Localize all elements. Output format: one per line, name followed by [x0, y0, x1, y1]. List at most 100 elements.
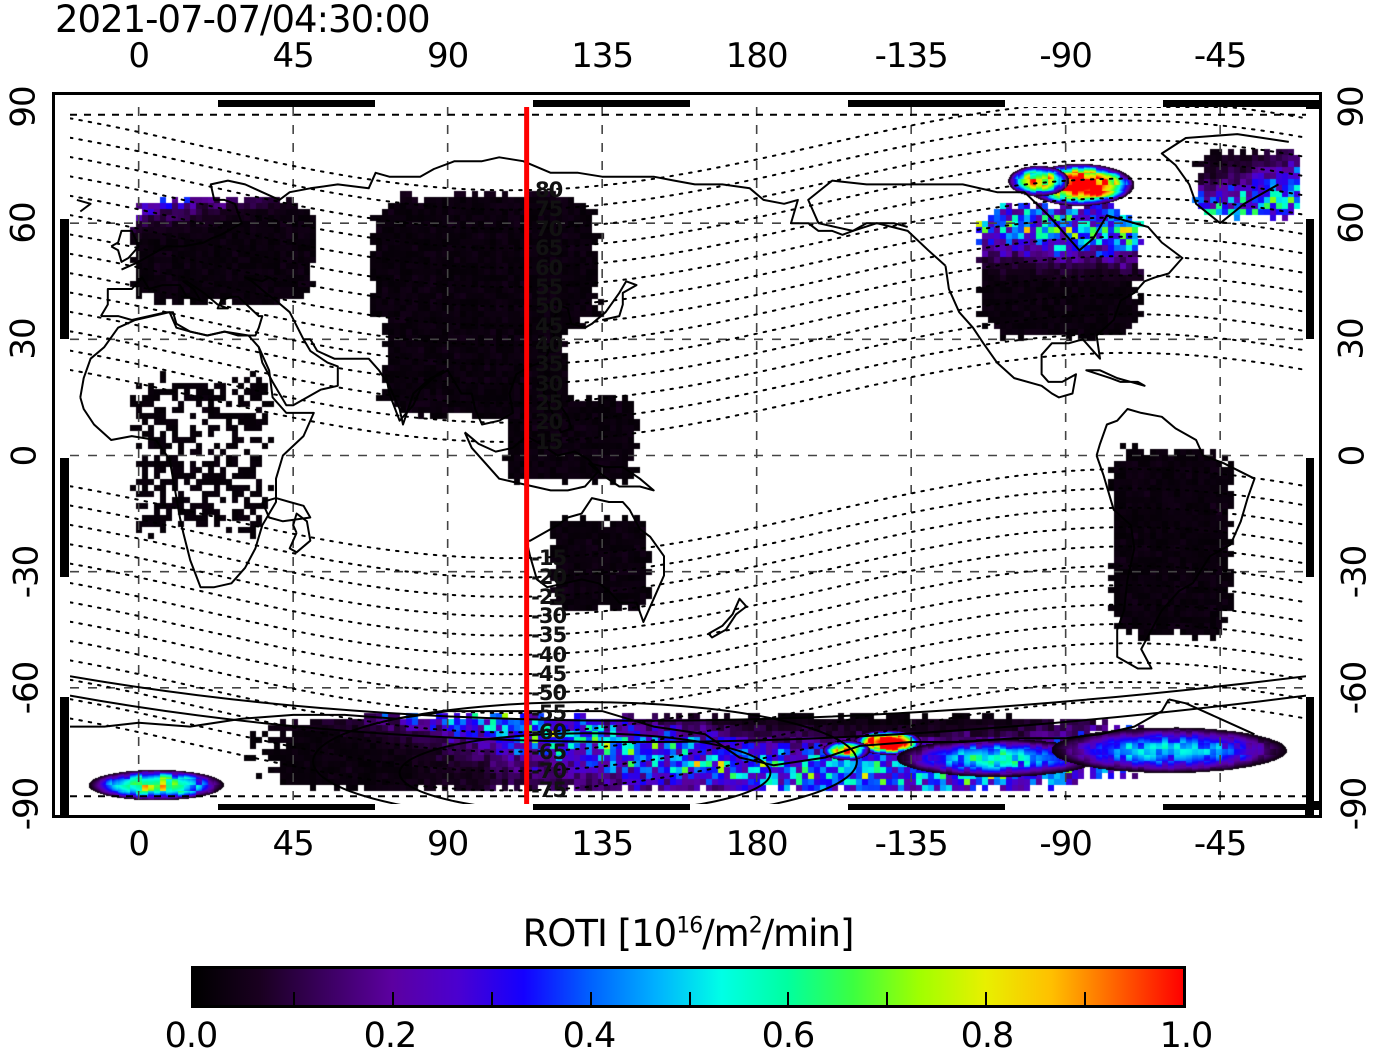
contour-label: -15	[531, 545, 567, 570]
geomagnetic-contour	[70, 119, 1306, 211]
contour-label: 30	[535, 371, 563, 396]
x-tick-label-top: 45	[272, 36, 315, 76]
y-tick-label-right: 90	[1328, 86, 1376, 128]
coastline	[384, 369, 445, 422]
x-tick-label-bot: -135	[874, 824, 949, 864]
map-frame-inner-band	[58, 98, 1316, 812]
geomagnetic-contour	[70, 313, 1306, 405]
y-tick-label-left: 0	[0, 436, 48, 476]
colorbar-tick-label: 0.6	[761, 1016, 816, 1056]
geomagnetic-contour	[70, 255, 1306, 347]
geomagnetic-contour	[70, 622, 1306, 714]
contour-label: 65	[535, 236, 563, 261]
geomagnetic-contour	[70, 274, 1306, 366]
frame-hatch-right	[1305, 458, 1314, 578]
frame-hatch-bottom	[847, 801, 1005, 810]
y-tick-label-right: -90	[1328, 778, 1376, 831]
frame-hatch-left	[60, 219, 69, 339]
geomagnetic-contour	[70, 197, 1306, 289]
y-tick-text: -60	[6, 661, 47, 715]
geomagnetic-contour	[70, 235, 1306, 327]
contour-label: 75	[535, 197, 563, 222]
contour-label: 25	[535, 391, 563, 416]
colorbar-tick-label: 0.8	[960, 1016, 1015, 1056]
colorbar-tick	[787, 992, 790, 1005]
contour-label: 55	[535, 274, 563, 299]
coastline	[244, 276, 638, 426]
frame-hatch-top	[532, 100, 690, 109]
contour-label: -60	[531, 720, 567, 745]
geomagnetic-contour	[70, 351, 1306, 443]
x-tick-label-top: 90	[427, 36, 469, 76]
geomagnetic-contour-polar	[312, 701, 858, 804]
x-tick-label-bot: -90	[1039, 824, 1093, 864]
colorbar-tick	[194, 992, 196, 1005]
coastline	[79, 311, 315, 589]
contour-label: 40	[535, 332, 563, 357]
roti-heatmap[interactable]	[70, 107, 1306, 804]
contour-label: 20	[535, 410, 563, 435]
geomagnetic-contour	[70, 603, 1306, 695]
colorbar-tick-label: 1.0	[1159, 1016, 1214, 1056]
frame-hatch-top	[1162, 100, 1320, 109]
geomagnetic-contour	[70, 216, 1306, 308]
x-tick-label-bot: -45	[1193, 824, 1248, 864]
x-tick-label-top: 0	[128, 36, 150, 76]
y-tick-text: -30	[6, 545, 47, 598]
x-tick-label-top: -45	[1193, 36, 1248, 76]
contour-label: 45	[535, 313, 563, 338]
y-tick-text: -90	[1334, 777, 1375, 831]
frame-hatch-right	[1305, 219, 1314, 339]
geomagnetic-contour	[70, 138, 1306, 231]
contour-label: -75	[531, 778, 567, 803]
y-tick-label-left: 30	[0, 319, 48, 360]
y-tick-text: 60	[1331, 202, 1372, 244]
colorbar-tick	[985, 992, 988, 1005]
coastline	[100, 276, 264, 337]
x-tick-label-top: 135	[571, 36, 634, 76]
colorbar-tick-label: 0.4	[562, 1016, 617, 1056]
colorbar-tick	[490, 992, 493, 1005]
y-tick-text: 90	[1331, 86, 1372, 128]
coastline	[1095, 408, 1256, 670]
y-tick-text: 30	[1331, 318, 1372, 360]
frame-hatch-bottom	[217, 801, 375, 810]
y-tick-label-left: -60	[0, 662, 48, 715]
y-tick-label-left: -30	[0, 545, 48, 598]
colorbar-title-prefix: ROTI [10	[522, 912, 678, 955]
map-overlay	[70, 107, 1306, 804]
colorbar-tick-label: 0.0	[164, 1016, 219, 1056]
y-tick-label-right: 30	[1328, 318, 1376, 360]
coastline	[121, 156, 908, 271]
geomagnetic-contour-polar	[398, 732, 772, 804]
contour-label: 80	[535, 178, 563, 203]
geomagnetic-contour	[70, 545, 1306, 637]
geomagnetic-contour	[70, 158, 1306, 250]
frame-hatch-top	[217, 100, 375, 109]
frame-hatch-bottom	[1162, 801, 1320, 810]
frame-hatch-bottom	[532, 801, 690, 810]
y-tick-label-right: 60	[1328, 202, 1376, 244]
y-tick-text: -60	[1334, 661, 1375, 715]
coastline	[1085, 369, 1146, 387]
x-tick-label-top: -90	[1039, 36, 1093, 76]
geomagnetic-contour	[70, 564, 1306, 656]
contour-label: -25	[531, 584, 567, 609]
colorbar-tick	[1183, 992, 1185, 1005]
y-tick-text: 90	[3, 86, 44, 128]
colorbar-title-suffix-exponent: 2	[748, 913, 763, 939]
coastline	[587, 462, 655, 492]
colorbar[interactable]	[191, 966, 1186, 1008]
y-tick-text: -90	[6, 777, 47, 831]
frame-hatch-top	[847, 100, 1005, 109]
contour-label: -45	[531, 662, 567, 687]
contour-label: -65	[531, 739, 567, 764]
geomagnetic-contour	[70, 332, 1306, 424]
colorbar-title-exponent: 16	[676, 913, 703, 939]
geomagnetic-contour	[70, 506, 1306, 598]
geomagnetic-contour	[70, 107, 1306, 192]
geomagnetic-contour	[70, 680, 1306, 773]
contour-label: 60	[535, 255, 563, 280]
colorbar-tick	[688, 992, 691, 1005]
y-tick-label-left: -90	[0, 778, 48, 831]
